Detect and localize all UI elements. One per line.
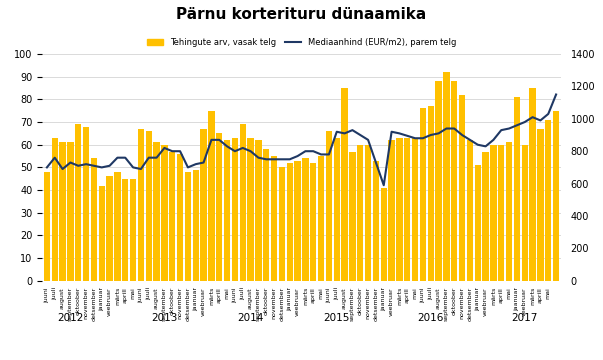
Bar (263, 149, 270, 281)
Bar (52, 138, 58, 281)
Bar (130, 179, 136, 281)
Bar (357, 145, 364, 281)
Bar (326, 131, 332, 281)
Bar (428, 106, 434, 281)
Bar (153, 143, 160, 281)
Bar (169, 152, 175, 281)
Bar (192, 170, 199, 281)
Bar (553, 111, 559, 281)
Bar (475, 165, 481, 281)
Bar (537, 129, 543, 281)
Bar (482, 152, 488, 281)
Text: Pärnu korterituru dünaamika: Pärnu korterituru dünaamika (176, 7, 427, 22)
Bar (451, 81, 458, 281)
Bar (137, 129, 144, 281)
Bar (294, 161, 301, 281)
Bar (522, 145, 528, 281)
Text: 2017: 2017 (511, 312, 538, 323)
Bar (177, 154, 183, 281)
Bar (302, 158, 309, 281)
Bar (216, 133, 223, 281)
Bar (200, 129, 207, 281)
Bar (115, 172, 121, 281)
Bar (122, 179, 128, 281)
Bar (60, 143, 66, 281)
Bar (279, 167, 285, 281)
Bar (349, 152, 356, 281)
Bar (247, 138, 254, 281)
Bar (83, 127, 89, 281)
Bar (412, 138, 418, 281)
Bar (380, 188, 387, 281)
Bar (529, 88, 535, 281)
Bar (435, 81, 442, 281)
Bar (224, 140, 230, 281)
Text: 2014: 2014 (238, 312, 264, 323)
Bar (506, 143, 512, 281)
Bar (420, 108, 426, 281)
Bar (75, 124, 81, 281)
Bar (373, 161, 379, 281)
Bar (239, 124, 246, 281)
Bar (318, 156, 324, 281)
Text: 2012: 2012 (57, 312, 84, 323)
Bar (498, 145, 504, 281)
Text: 2016: 2016 (417, 312, 444, 323)
Bar (388, 140, 395, 281)
Bar (443, 72, 450, 281)
Bar (161, 145, 168, 281)
Legend: Tehingute arv, vasak telg, Mediaanhind (EUR/m2), parem telg: Tehingute arv, vasak telg, Mediaanhind (… (144, 35, 459, 50)
Bar (545, 120, 551, 281)
Bar (208, 111, 215, 281)
Bar (107, 176, 113, 281)
Bar (271, 156, 277, 281)
Bar (341, 88, 348, 281)
Bar (44, 172, 50, 281)
Bar (514, 97, 520, 281)
Bar (99, 185, 105, 281)
Bar (459, 95, 466, 281)
Bar (286, 163, 293, 281)
Bar (145, 131, 152, 281)
Text: 2015: 2015 (324, 312, 350, 323)
Bar (490, 145, 496, 281)
Bar (232, 138, 238, 281)
Bar (365, 145, 371, 281)
Bar (91, 158, 97, 281)
Bar (185, 172, 191, 281)
Bar (333, 138, 340, 281)
Bar (467, 140, 473, 281)
Bar (68, 143, 74, 281)
Bar (310, 163, 317, 281)
Bar (396, 138, 403, 281)
Bar (404, 138, 411, 281)
Bar (255, 140, 262, 281)
Text: 2013: 2013 (151, 312, 178, 323)
